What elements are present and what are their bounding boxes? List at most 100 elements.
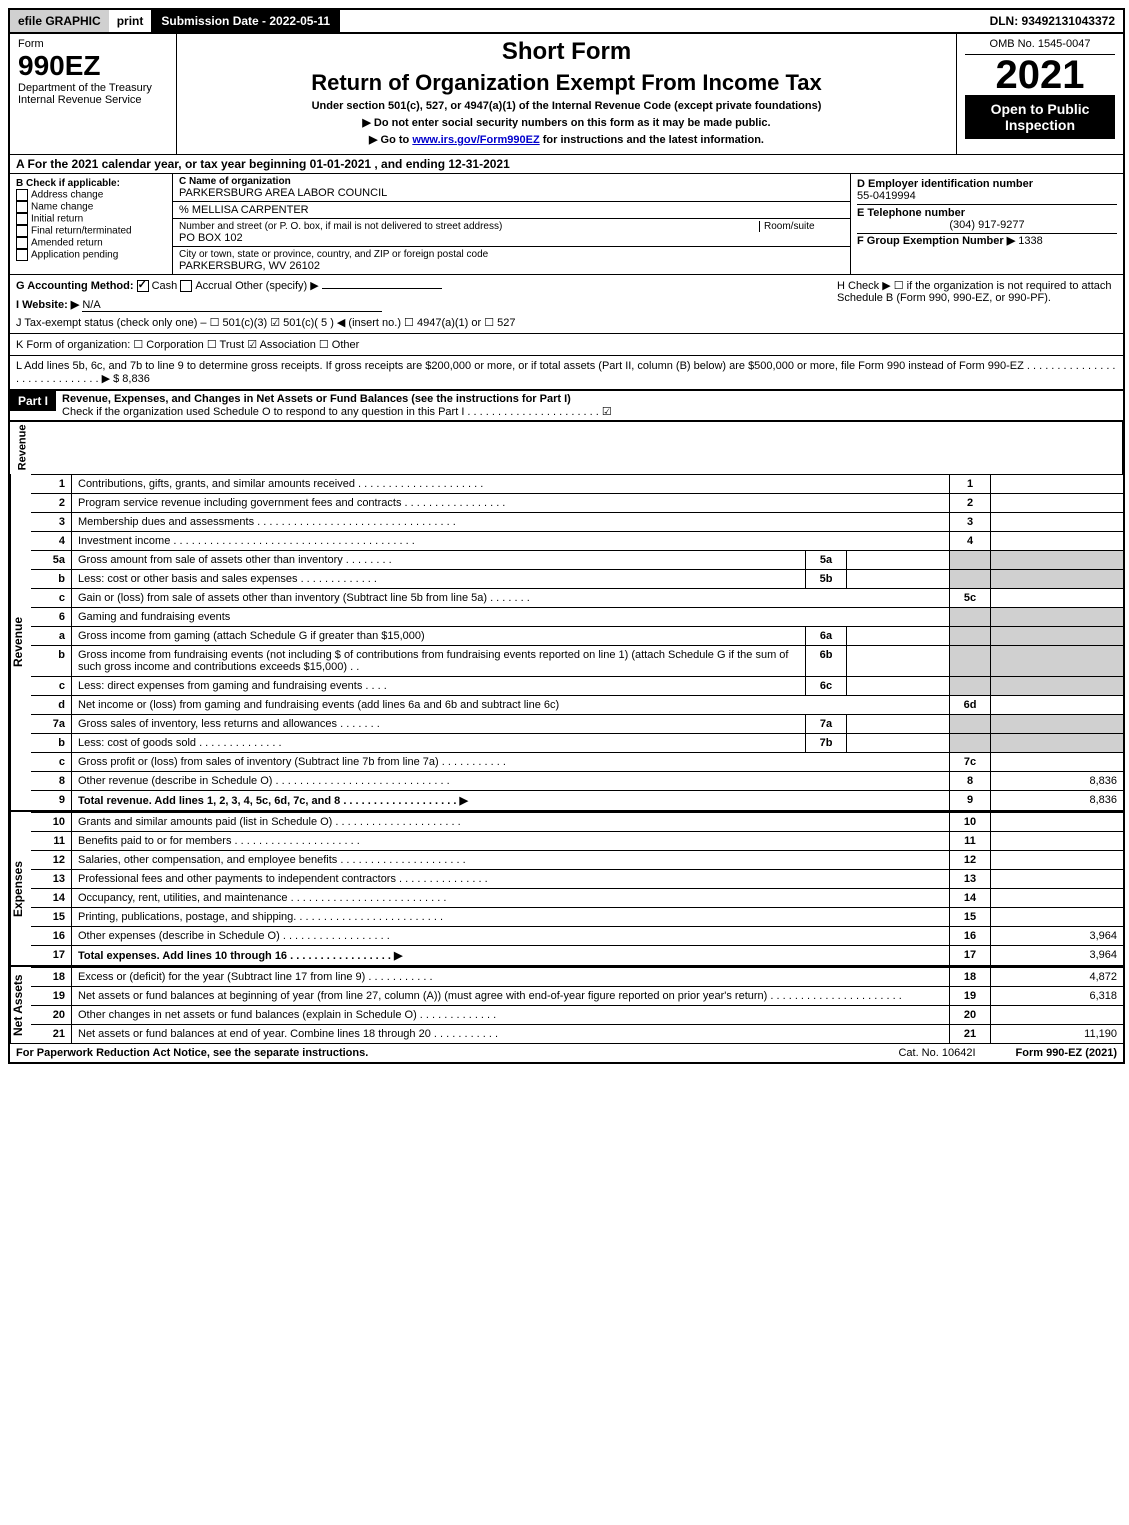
netasset-row: 18Excess or (deficit) for the year (Subt… bbox=[31, 967, 1123, 986]
right-line-value bbox=[991, 752, 1124, 771]
ein-label: D Employer identification number bbox=[857, 178, 1117, 190]
line-number: 1 bbox=[31, 474, 72, 493]
line-number: 21 bbox=[31, 1024, 72, 1043]
expense-row: 16Other expenses (describe in Schedule O… bbox=[31, 926, 1123, 945]
mid-line-value bbox=[847, 733, 950, 752]
line-description: Gain or (loss) from sale of assets other… bbox=[72, 588, 950, 607]
mid-line-number: 6c bbox=[806, 676, 847, 695]
netasset-row: 19Net assets or fund balances at beginni… bbox=[31, 986, 1123, 1005]
check-address-change[interactable]: Address change bbox=[16, 189, 166, 201]
top-bar: efile GRAPHIC print Submission Date - 20… bbox=[10, 10, 1123, 34]
right-line-value bbox=[991, 850, 1124, 869]
part-1-header-row: Part I Revenue, Expenses, and Changes in… bbox=[10, 391, 1123, 421]
netassets-side-label: Net Assets bbox=[10, 967, 31, 1043]
line-description: Benefits paid to or for members . . . . … bbox=[72, 831, 950, 850]
right-line-number: 20 bbox=[950, 1005, 991, 1024]
right-line-value bbox=[991, 869, 1124, 888]
print-button[interactable]: print bbox=[109, 10, 152, 32]
right-line-number: 19 bbox=[950, 986, 991, 1005]
city-state-zip: PARKERSBURG, WV 26102 bbox=[179, 260, 844, 272]
accrual-label: Accrual bbox=[195, 280, 232, 292]
line-description: Grants and similar amounts paid (list in… bbox=[72, 812, 950, 831]
telephone-value: (304) 917-9277 bbox=[857, 219, 1117, 231]
right-line-value bbox=[991, 695, 1124, 714]
section-c: C Name of organization PARKERSBURG AREA … bbox=[173, 174, 851, 274]
short-form-title: Short Form bbox=[185, 38, 948, 66]
header-right: OMB No. 1545-0047 2021 Open to Public In… bbox=[957, 34, 1123, 154]
right-line-value: 6,318 bbox=[991, 986, 1124, 1005]
line-number: c bbox=[31, 588, 72, 607]
line-number: 13 bbox=[31, 869, 72, 888]
right-line-value bbox=[991, 888, 1124, 907]
ein-value: 55-0419994 bbox=[857, 190, 1117, 202]
header-center: Short Form Return of Organization Exempt… bbox=[177, 34, 957, 154]
line-number: b bbox=[31, 569, 72, 588]
expense-row: 10Grants and similar amounts paid (list … bbox=[31, 812, 1123, 831]
other-specify-input[interactable] bbox=[322, 288, 442, 289]
expense-row: 12Salaries, other compensation, and empl… bbox=[31, 850, 1123, 869]
check-initial-return[interactable]: Initial return bbox=[16, 213, 166, 225]
line-number: 20 bbox=[31, 1005, 72, 1024]
line-number: 15 bbox=[31, 907, 72, 926]
return-title: Return of Organization Exempt From Incom… bbox=[185, 70, 948, 96]
right-line-value bbox=[991, 531, 1124, 550]
sections-ghij: G Accounting Method: Cash Accrual Other … bbox=[10, 275, 1123, 334]
right-line-value: 3,964 bbox=[991, 926, 1124, 945]
line-number: c bbox=[31, 676, 72, 695]
line-number: 4 bbox=[31, 531, 72, 550]
check-application-pending[interactable]: Application pending bbox=[16, 249, 166, 261]
irs-label: Internal Revenue Service bbox=[18, 94, 168, 106]
mid-line-number: 7b bbox=[806, 733, 847, 752]
right-line-value: 11,190 bbox=[991, 1024, 1124, 1043]
right-line-number: 8 bbox=[950, 771, 991, 790]
line-number: 19 bbox=[31, 986, 72, 1005]
form-number-footer: Form 990-EZ (2021) bbox=[1016, 1047, 1117, 1059]
check-amended-return[interactable]: Amended return bbox=[16, 237, 166, 249]
section-l-amount: 8,836 bbox=[122, 373, 150, 385]
accrual-checkbox[interactable] bbox=[180, 280, 192, 292]
right-line-number bbox=[950, 733, 991, 752]
right-line-value: 4,872 bbox=[991, 967, 1124, 986]
line-description: Less: cost of goods sold . . . . . . . .… bbox=[72, 733, 806, 752]
street-address: PO BOX 102 bbox=[179, 232, 844, 244]
right-line-value bbox=[991, 588, 1124, 607]
line-description: Gross income from gaming (attach Schedul… bbox=[72, 626, 806, 645]
section-b: B Check if applicable: Address change Na… bbox=[10, 174, 173, 274]
mid-line-number: 6a bbox=[806, 626, 847, 645]
part-1-label: Part I bbox=[10, 391, 56, 411]
revenue-row: 9Total revenue. Add lines 1, 2, 3, 4, 5c… bbox=[31, 790, 1123, 810]
form-number: 990EZ bbox=[18, 50, 168, 82]
expenses-side-label: Expenses bbox=[10, 812, 31, 965]
netasset-row: 20Other changes in net assets or fund ba… bbox=[31, 1005, 1123, 1024]
mid-line-number: 5b bbox=[806, 569, 847, 588]
section-g: G Accounting Method: Cash Accrual Other … bbox=[16, 279, 837, 292]
open-to-public: Open to Public Inspection bbox=[965, 95, 1115, 139]
check-name-change[interactable]: Name change bbox=[16, 201, 166, 213]
line-description: Other expenses (describe in Schedule O) … bbox=[72, 926, 950, 945]
website-label: I Website: ▶ bbox=[16, 299, 79, 311]
revenue-lines: 1Contributions, gifts, grants, and simil… bbox=[31, 474, 1123, 810]
line-description: Total revenue. Add lines 1, 2, 3, 4, 5c,… bbox=[72, 790, 950, 810]
revenue-row: 5aGross amount from sale of assets other… bbox=[31, 550, 1123, 569]
line-description: Professional fees and other payments to … bbox=[72, 869, 950, 888]
goto-link[interactable]: www.irs.gov/Form990EZ bbox=[412, 134, 539, 146]
mid-line-value bbox=[847, 645, 950, 676]
submission-date-label: Submission Date - 2022-05-11 bbox=[151, 10, 340, 32]
street-label: Number and street (or P. O. box, if mail… bbox=[179, 221, 759, 232]
line-number: c bbox=[31, 752, 72, 771]
line-description: Other revenue (describe in Schedule O) .… bbox=[72, 771, 950, 790]
cash-label: Cash bbox=[152, 280, 178, 292]
right-line-value bbox=[991, 733, 1124, 752]
cash-checkbox[interactable] bbox=[137, 280, 149, 292]
check-final-return[interactable]: Final return/terminated bbox=[16, 225, 166, 237]
line-description: Other changes in net assets or fund bala… bbox=[72, 1005, 950, 1024]
right-line-number: 17 bbox=[950, 945, 991, 965]
revenue-row: 8Other revenue (describe in Schedule O) … bbox=[31, 771, 1123, 790]
group-exemption-value: 1338 bbox=[1018, 235, 1042, 247]
line-number: b bbox=[31, 645, 72, 676]
right-line-number bbox=[950, 569, 991, 588]
form-990ez-page: efile GRAPHIC print Submission Date - 20… bbox=[8, 8, 1125, 1064]
section-k: K Form of organization: ☐ Corporation ☐ … bbox=[10, 334, 1123, 356]
right-line-number: 1 bbox=[950, 474, 991, 493]
section-l: L Add lines 5b, 6c, and 7b to line 9 to … bbox=[10, 356, 1123, 391]
